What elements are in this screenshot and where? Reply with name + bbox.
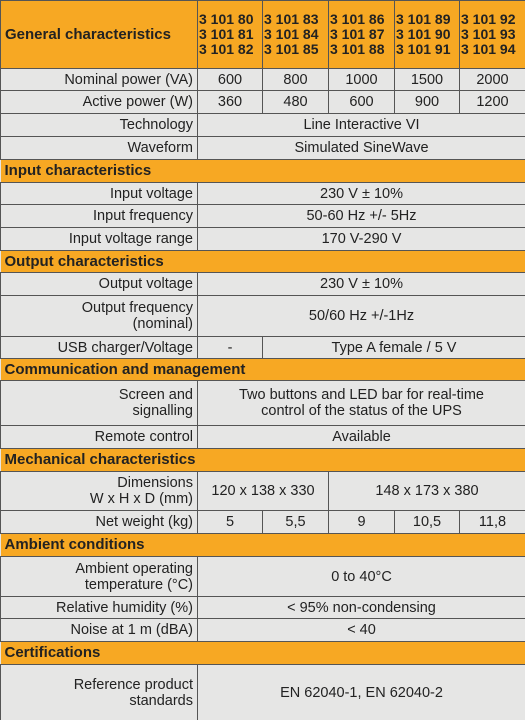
cell: 5 bbox=[197, 510, 263, 534]
model-code: 3 101 80 bbox=[199, 11, 254, 27]
cell: 230 V ± 10% bbox=[197, 182, 525, 205]
row-label: Input frequency bbox=[0, 204, 198, 228]
model-codes: 3 101 80 3 101 81 3 101 82 bbox=[197, 0, 263, 69]
model-code: 3 101 91 bbox=[396, 41, 451, 57]
model-code: 3 101 83 bbox=[264, 11, 319, 27]
cell: 120 x 138 x 330 bbox=[197, 471, 329, 511]
row-label: Noise at 1 m (dBA) bbox=[0, 618, 198, 642]
cell: 900 bbox=[394, 90, 460, 114]
cell: 800 bbox=[262, 68, 329, 91]
model-code: 3 101 90 bbox=[396, 26, 451, 42]
cell: 2000 bbox=[459, 68, 525, 91]
section-title: Ambient conditions bbox=[0, 533, 525, 557]
cell: 1200 bbox=[459, 90, 525, 114]
cell: Type A female / 5 V bbox=[262, 336, 525, 359]
row-label: Output voltage bbox=[0, 272, 198, 296]
section-title: Certifications bbox=[0, 641, 525, 665]
row-label: Technology bbox=[0, 113, 198, 137]
section-title: Output characteristics bbox=[0, 250, 525, 273]
row-label: Reference product standards bbox=[0, 664, 198, 720]
row-label: Input voltage bbox=[0, 182, 198, 205]
section-title: Communication and management bbox=[0, 358, 525, 381]
cell: 480 bbox=[262, 90, 329, 114]
model-codes: 3 101 89 3 101 90 3 101 91 bbox=[394, 0, 460, 69]
row-label: Relative humidity (%) bbox=[0, 596, 198, 619]
row-label: Ambient operating temperature (°C) bbox=[0, 556, 198, 597]
cell: 50-60 Hz +/- 5Hz bbox=[197, 204, 525, 228]
cell: Two buttons and LED bar for real-time co… bbox=[197, 380, 525, 426]
cell: EN 62040-1, EN 62040-2 bbox=[197, 664, 525, 720]
cell: 170 V-290 V bbox=[197, 227, 525, 251]
cell: 600 bbox=[197, 68, 263, 91]
row-label: Waveform bbox=[0, 136, 198, 160]
cell: - bbox=[197, 336, 263, 359]
cell: 10,5 bbox=[394, 510, 460, 534]
row-label: USB charger/Voltage bbox=[0, 336, 198, 359]
model-code: 3 101 81 bbox=[199, 26, 254, 42]
model-code: 3 101 86 bbox=[330, 11, 385, 27]
cell: 9 bbox=[328, 510, 395, 534]
cell: 50/60 Hz +/-1Hz bbox=[197, 295, 525, 337]
section-title: Input characteristics bbox=[0, 159, 525, 183]
model-code: 3 101 94 bbox=[461, 41, 516, 57]
cell: < 40 bbox=[197, 618, 525, 642]
cell: < 95% non-condensing bbox=[197, 596, 525, 619]
model-code: 3 101 89 bbox=[396, 11, 451, 27]
row-label: Input voltage range bbox=[0, 227, 198, 251]
cell: 148 x 173 x 380 bbox=[328, 471, 525, 511]
model-codes: 3 101 83 3 101 84 3 101 85 bbox=[262, 0, 329, 69]
cell: 1000 bbox=[328, 68, 395, 91]
model-code: 3 101 84 bbox=[264, 26, 319, 42]
model-code: 3 101 85 bbox=[264, 41, 319, 57]
model-code: 3 101 93 bbox=[461, 26, 516, 42]
model-code: 3 101 92 bbox=[461, 11, 516, 27]
cell: 11,8 bbox=[459, 510, 525, 534]
cell: 1500 bbox=[394, 68, 460, 91]
cell: 600 bbox=[328, 90, 395, 114]
row-label: Nominal power (VA) bbox=[0, 68, 198, 91]
model-code: 3 101 88 bbox=[330, 41, 385, 57]
cell: Line Interactive VI bbox=[197, 113, 525, 137]
model-code: 3 101 82 bbox=[199, 41, 254, 57]
cell: 0 to 40°C bbox=[197, 556, 525, 597]
header-title: General characteristics bbox=[0, 0, 198, 69]
model-codes: 3 101 92 3 101 93 3 101 94 bbox=[459, 0, 525, 69]
row-label: Active power (W) bbox=[0, 90, 198, 114]
cell: 5,5 bbox=[262, 510, 329, 534]
row-label: Remote control bbox=[0, 425, 198, 449]
row-label: Dimensions W x H x D (mm) bbox=[0, 471, 198, 511]
cell: Simulated SineWave bbox=[197, 136, 525, 160]
model-code: 3 101 87 bbox=[330, 26, 385, 42]
row-label: Net weight (kg) bbox=[0, 510, 198, 534]
cell: 360 bbox=[197, 90, 263, 114]
row-label: Output frequency (nominal) bbox=[0, 295, 198, 337]
section-title: Mechanical characteristics bbox=[0, 448, 525, 472]
row-label: Screen and signalling bbox=[0, 380, 198, 426]
header-row: General characteristics 3 101 80 3 101 81… bbox=[0, 0, 525, 69]
cell: Available bbox=[197, 425, 525, 449]
cell: 230 V ± 10% bbox=[197, 272, 525, 296]
model-codes: 3 101 86 3 101 87 3 101 88 bbox=[328, 0, 395, 69]
